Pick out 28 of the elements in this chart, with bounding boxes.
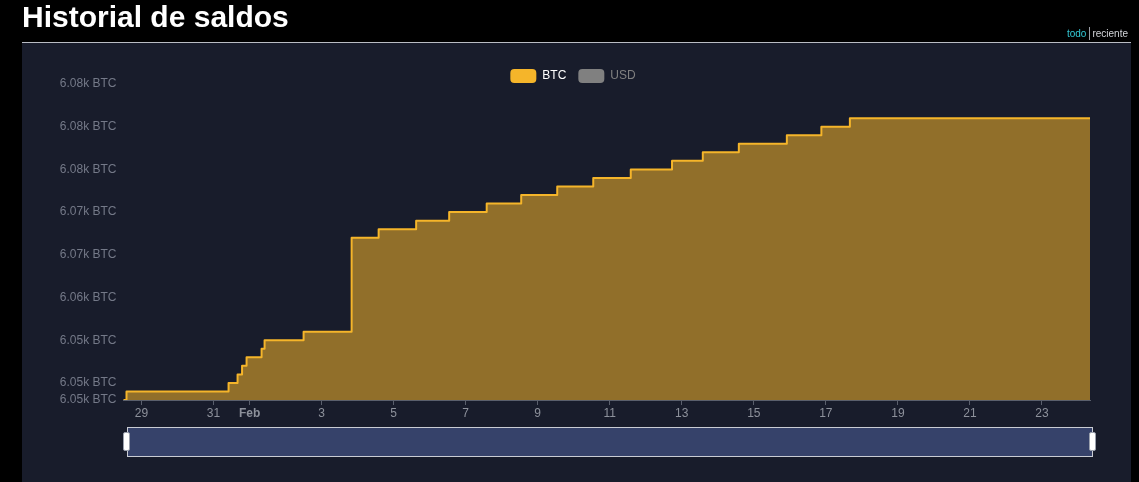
chart-title: Historial de saldos bbox=[22, 0, 289, 35]
y-tick-label: 6.08k BTC bbox=[59, 76, 117, 91]
x-tick-label: 9 bbox=[534, 405, 542, 420]
y-tick-label: 6.05k BTC bbox=[59, 392, 117, 407]
x-tick-label: 15 bbox=[747, 405, 761, 420]
x-tick-label: 5 bbox=[390, 405, 398, 420]
text: todo bbox=[1066, 27, 1087, 40]
x-tick-label: 29 bbox=[134, 405, 149, 420]
y-tick-label: 6.07k BTC bbox=[59, 204, 117, 219]
x-tick-label: 31 bbox=[206, 405, 221, 420]
x-tick-label: 19 bbox=[891, 405, 905, 420]
x-tick-label: 3 bbox=[318, 405, 326, 420]
text: reciente bbox=[1089, 27, 1128, 40]
x-tick-label: 11 bbox=[603, 405, 617, 420]
x-tick-label: Feb bbox=[238, 405, 261, 420]
legend-label: BTC bbox=[542, 68, 567, 83]
x-tick-label: 13 bbox=[675, 405, 689, 420]
legend-label: USD bbox=[610, 68, 636, 83]
x-tick-label: 7 bbox=[462, 405, 470, 420]
y-tick-label: 6.05k BTC bbox=[59, 332, 117, 347]
x-tick-label: 23 bbox=[1035, 405, 1049, 420]
x-tick-label: 21 bbox=[963, 405, 977, 420]
x-tick-label: 17 bbox=[819, 405, 833, 420]
y-tick-label: 6.05k BTC bbox=[59, 375, 117, 390]
y-tick-label: 6.08k BTC bbox=[59, 119, 117, 134]
y-tick-label: 6.07k BTC bbox=[59, 247, 117, 262]
y-tick-label: 6.06k BTC bbox=[59, 289, 117, 304]
y-tick-label: 6.08k BTC bbox=[59, 161, 117, 176]
